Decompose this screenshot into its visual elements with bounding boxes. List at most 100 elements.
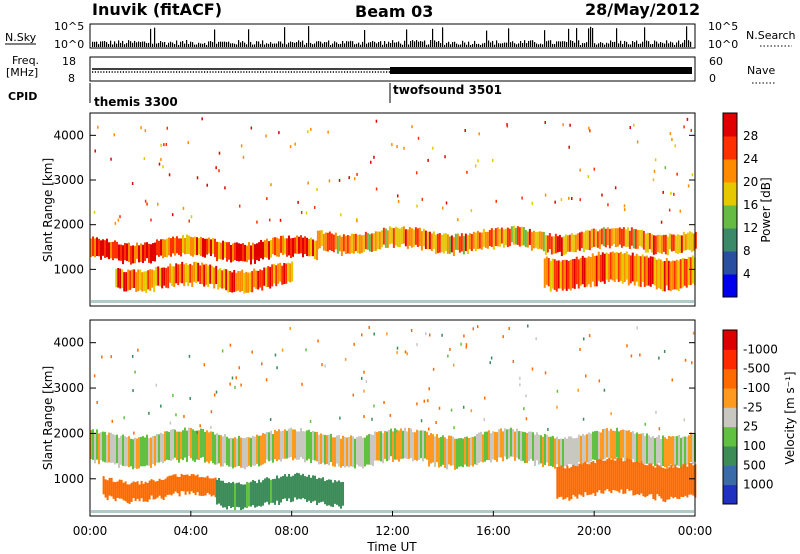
heatmap-cell (192, 474, 195, 494)
heatmap-cell (681, 258, 684, 288)
heatmap-cell (684, 463, 687, 496)
heatmap-cell (194, 475, 197, 496)
heatmap-cell (468, 233, 471, 250)
scatter-echo (321, 363, 323, 367)
nsky-bar (328, 40, 330, 47)
heatmap-cell (622, 227, 625, 247)
nsky-bar (106, 42, 108, 47)
heatmap-cell (114, 435, 116, 465)
heatmap-cell (158, 434, 160, 463)
nsky-bar (568, 28, 570, 47)
colorbar-tick-label: 24 (743, 152, 758, 166)
heatmap-cell (146, 434, 148, 466)
heatmap-cell (100, 240, 102, 260)
heatmap-cell (410, 428, 412, 459)
heatmap-cell (460, 438, 462, 467)
heatmap-cell (154, 242, 156, 262)
heatmap-cell (662, 435, 664, 467)
scatter-echo (218, 151, 221, 155)
heatmap-cell (679, 259, 682, 289)
nsky-bar (550, 40, 552, 47)
heatmap-cell (330, 479, 333, 507)
nsky-bar (596, 44, 598, 47)
heatmap-cell (492, 230, 495, 250)
heatmap-cell (181, 261, 184, 284)
nsky-bar (666, 40, 668, 47)
heatmap-cell (562, 439, 564, 467)
nsky-bar (594, 43, 596, 47)
scatter-echo (396, 145, 398, 149)
heatmap-cell (306, 237, 308, 257)
heatmap-cell (658, 435, 660, 464)
heatmap-cell (404, 229, 407, 247)
heatmap-cell (110, 242, 112, 259)
scatter-echo (140, 126, 142, 130)
heatmap-cell (664, 468, 667, 503)
heatmap-cell (224, 482, 227, 508)
nsky-bar (398, 41, 400, 47)
colorbar-tick-label: 16 (743, 198, 758, 212)
heatmap-cell (396, 227, 399, 247)
heatmap-cell (287, 262, 290, 282)
heatmap-cell (621, 253, 624, 284)
heatmap-cell (608, 430, 610, 460)
heatmap-cell (536, 231, 539, 250)
heatmap-cell (372, 233, 375, 251)
heatmap-cell (192, 237, 194, 257)
nsky-bar (414, 41, 416, 47)
heatmap-cell (637, 255, 640, 287)
heatmap-cell (253, 268, 256, 288)
nsky-bar (630, 44, 632, 47)
heatmap-cell (184, 474, 187, 495)
heatmap-cell (196, 474, 199, 493)
heatmap-cell (570, 233, 573, 252)
scatter-echo (410, 328, 413, 332)
nsky-bar (552, 43, 554, 47)
nsky-bar (102, 41, 104, 47)
heatmap-cell (386, 431, 388, 462)
scatter-echo (160, 157, 162, 161)
nsky-bar (124, 44, 126, 47)
scatter-echo (432, 367, 435, 371)
nsky-bar (186, 40, 188, 47)
nsky-bar (178, 44, 180, 47)
heatmap-cell (394, 226, 397, 246)
heatmap-cell (266, 431, 268, 460)
scatter-echo (452, 363, 455, 367)
colorbar-swatch (723, 349, 737, 370)
colorbar-swatch (723, 228, 737, 252)
heatmap-cell (466, 235, 469, 254)
heatmap-cell (617, 252, 620, 282)
heatmap-cell (294, 237, 296, 254)
heatmap-cell (92, 236, 94, 257)
heatmap-cell (578, 232, 581, 251)
heatmap-cell (594, 463, 597, 496)
heatmap-cell (318, 230, 321, 249)
heatmap-cell (320, 478, 323, 503)
x-tick-label: 00:00 (73, 524, 108, 538)
heatmap-cell (614, 431, 616, 460)
heatmap-cell (382, 227, 385, 245)
nsky-bar (112, 44, 114, 47)
nsky-bar (476, 43, 478, 47)
heatmap-cell (680, 437, 682, 469)
heatmap-cell (580, 464, 583, 496)
heatmap-cell (442, 435, 444, 465)
scatter-echo (490, 356, 493, 360)
heatmap-cell (418, 430, 420, 461)
heatmap-cell (202, 477, 205, 496)
heatmap-cell (302, 237, 304, 258)
scatter-echo (428, 387, 430, 391)
nsky-bar (480, 44, 482, 47)
heatmap-cell (268, 478, 271, 505)
nsky-label: N.Sky (5, 31, 37, 44)
heatmap-cell (380, 431, 382, 462)
scatter-echo (527, 324, 529, 328)
heatmap-cell (522, 227, 525, 246)
heatmap-cell (298, 236, 300, 254)
scatter-echo (196, 430, 198, 434)
scatter-echo (673, 192, 675, 196)
nsky-bar (278, 41, 280, 47)
scatter-echo (242, 155, 245, 159)
heatmap-cell (338, 235, 341, 252)
